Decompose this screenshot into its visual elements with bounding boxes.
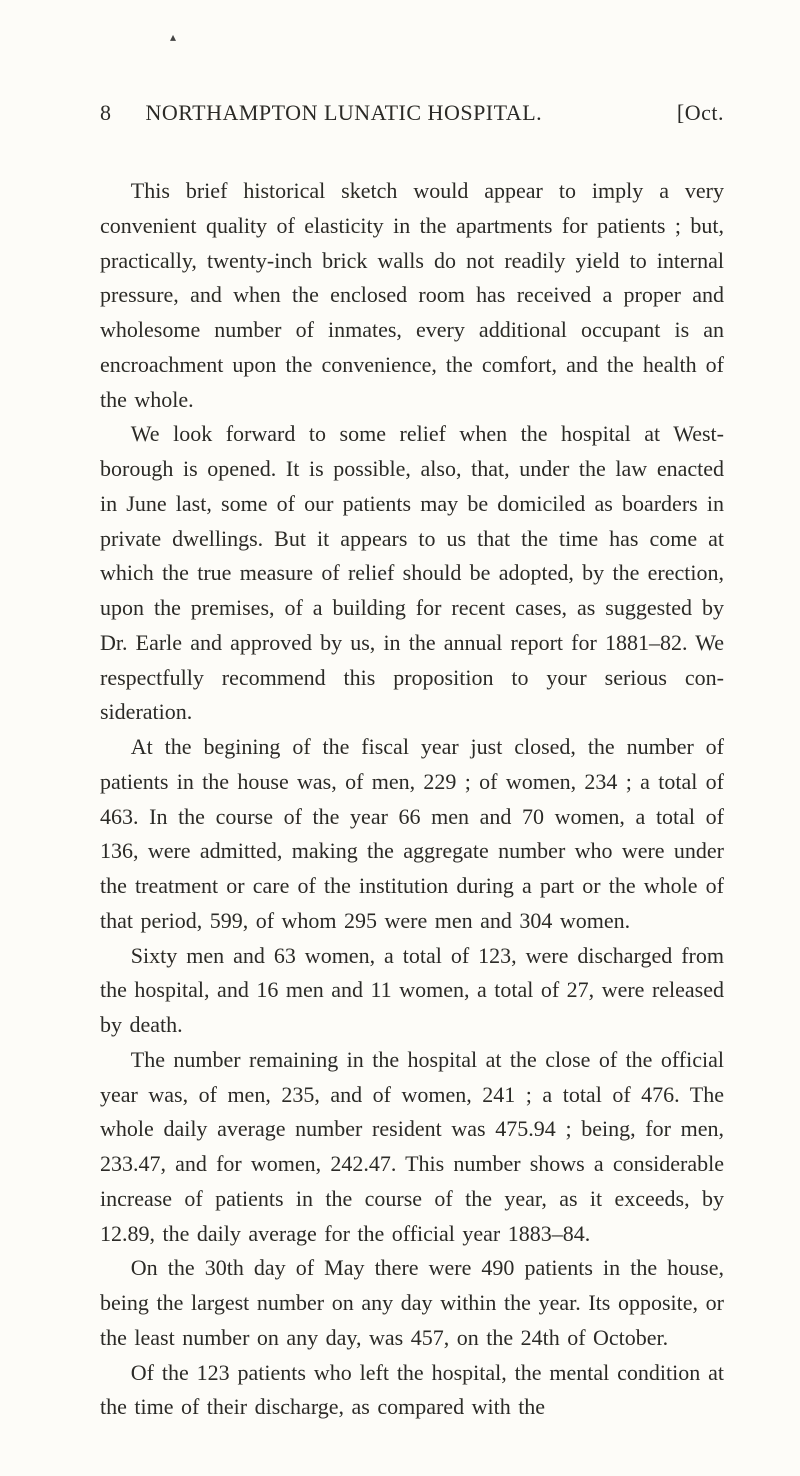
page-title: NORTHAMPTON LUNATIC HOSPITAL. xyxy=(146,100,543,125)
page-month: [Oct. xyxy=(677,100,724,126)
page-header: 8 NORTHAMPTON LUNATIC HOSPITAL. [Oct. xyxy=(100,100,724,126)
page-number: 8 xyxy=(100,100,112,125)
paragraph: At the begining of the fiscal year just … xyxy=(100,730,724,939)
document-page: ▴ 8 NORTHAMPTON LUNATIC HOSPITAL. [Oct. … xyxy=(0,0,800,1476)
stray-mark: ▴ xyxy=(170,30,176,45)
header-left: 8 NORTHAMPTON LUNATIC HOSPITAL. xyxy=(100,100,542,126)
body-text: This brief historical sketch would appea… xyxy=(100,174,724,1425)
paragraph: This brief historical sketch would appea… xyxy=(100,174,724,417)
paragraph: On the 30th day of May there were 490 pa… xyxy=(100,1251,724,1355)
paragraph: The number remaining in the hospital at … xyxy=(100,1043,724,1252)
paragraph: We look forward to some relief when the … xyxy=(100,417,724,730)
paragraph: Of the 123 patients who left the hospita… xyxy=(100,1356,724,1426)
paragraph: Sixty men and 63 women, a total of 123, … xyxy=(100,939,724,1043)
